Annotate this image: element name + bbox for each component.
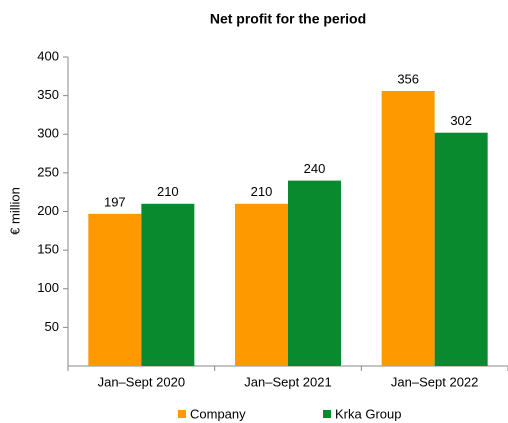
- x-tick-label: Jan–Sept 2021: [244, 374, 331, 389]
- bar: [141, 203, 195, 366]
- chart-title: Net profit for the period: [210, 11, 366, 27]
- legend-label: Krka Group: [335, 406, 401, 421]
- y-axis-label: € million: [7, 187, 22, 235]
- bar: [235, 203, 288, 366]
- y-tick-label: 150: [37, 242, 59, 257]
- y-tick-label: 200: [37, 203, 59, 218]
- bar: [288, 180, 341, 366]
- data-label: 210: [251, 184, 273, 199]
- data-label: 197: [104, 194, 126, 209]
- y-tick-label: 300: [37, 126, 59, 141]
- legend-swatch: [178, 410, 186, 418]
- bar: [381, 90, 435, 367]
- legend-swatch: [323, 410, 331, 418]
- y-tick-label: 250: [37, 164, 59, 179]
- data-label: 240: [304, 161, 326, 176]
- data-label: 302: [450, 113, 472, 128]
- x-tick-label: Jan–Sept 2022: [391, 374, 478, 389]
- bar: [88, 213, 142, 366]
- x-tick-label: Jan–Sept 2020: [98, 374, 185, 389]
- y-tick-label: 350: [37, 87, 59, 102]
- y-tick-label: 100: [37, 280, 59, 295]
- y-tick-label: 50: [45, 319, 59, 334]
- y-tick-label: 400: [37, 48, 59, 63]
- data-label: 210: [157, 184, 179, 199]
- data-label: 356: [397, 71, 419, 86]
- bar: [434, 132, 488, 366]
- legend-label: Company: [190, 406, 246, 421]
